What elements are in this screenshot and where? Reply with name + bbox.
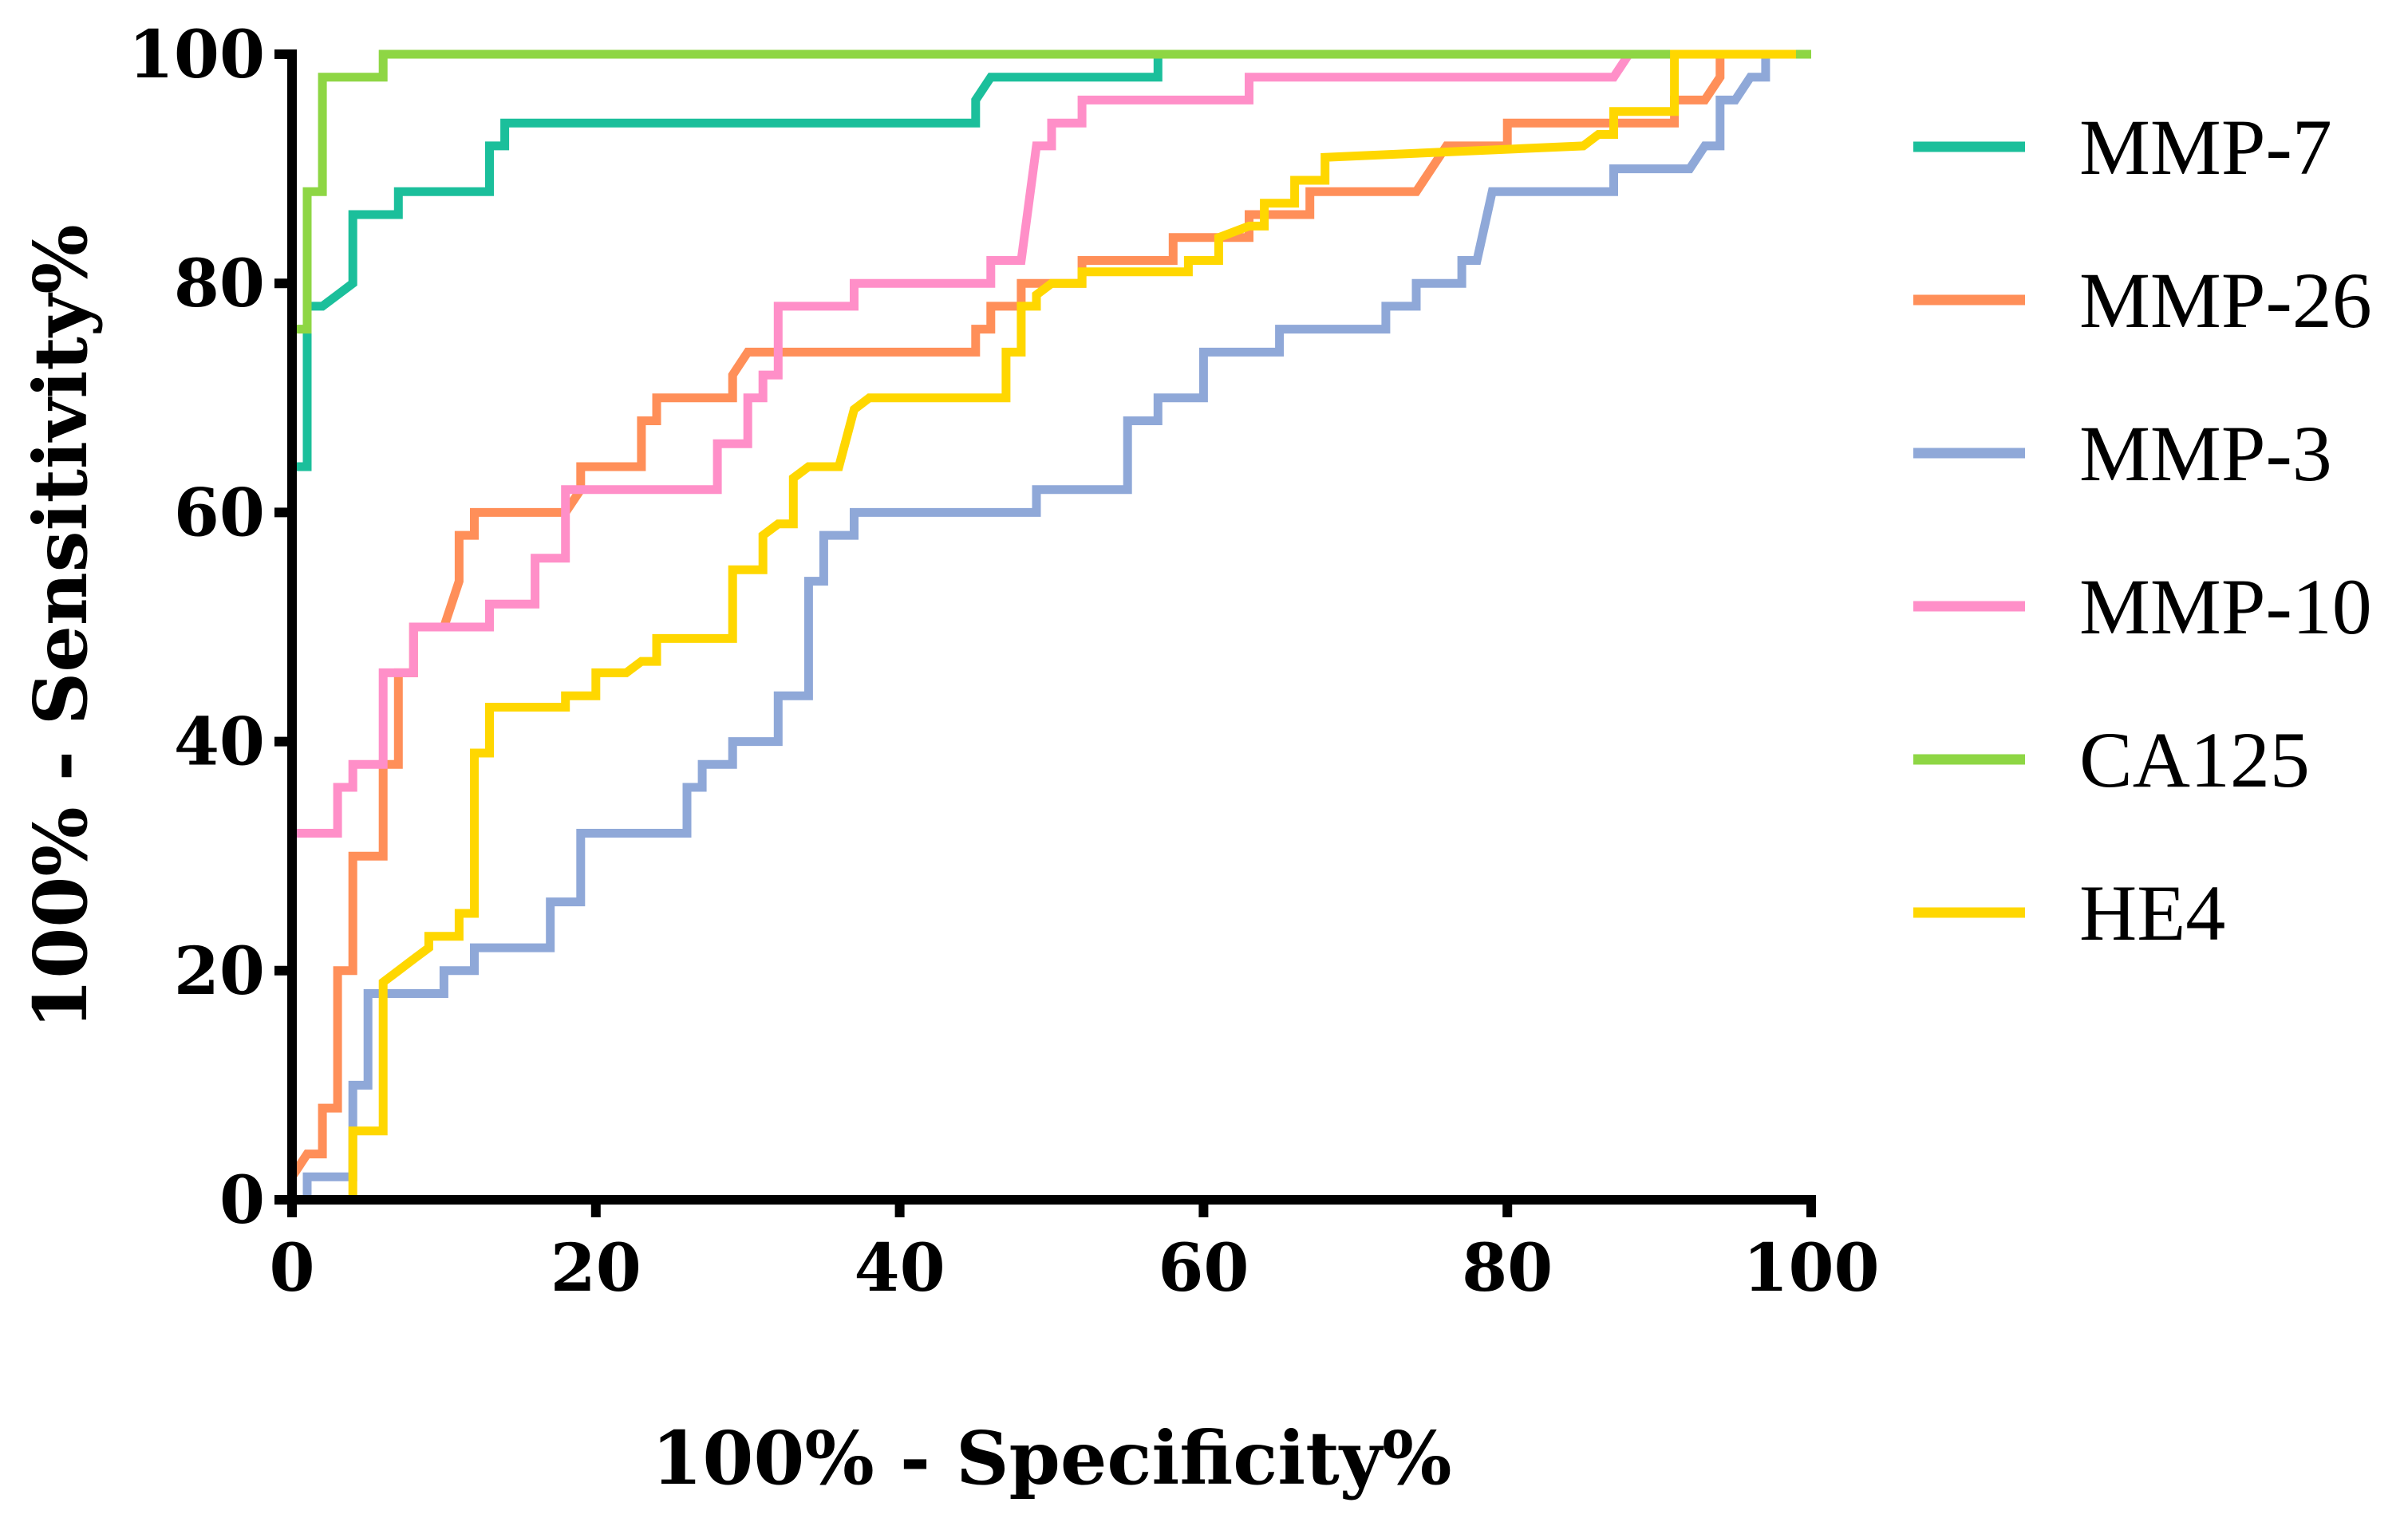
legend-label: CA125 xyxy=(2079,716,2310,804)
legend-item-he4: HE4 xyxy=(1913,869,2225,957)
series-line-mmp-26 xyxy=(288,49,1796,1180)
x-tick-label: 100 xyxy=(1743,1230,1879,1307)
plot-series xyxy=(287,49,1811,1205)
x-tick-label: 0 xyxy=(269,1230,314,1307)
legend-item-mmp-10: MMP-10 xyxy=(1913,562,2372,651)
y-tick-label: 100 xyxy=(128,17,265,93)
series-line-mmp-10 xyxy=(292,49,1811,838)
legend-label: MMP-3 xyxy=(2079,409,2332,498)
y-tick-label: 0 xyxy=(219,1162,265,1239)
legend-item-mmp-26: MMP-26 xyxy=(1913,256,2372,345)
axes xyxy=(287,49,1816,1205)
x-tick-label: 40 xyxy=(855,1230,945,1307)
legend-label: MMP-26 xyxy=(2079,256,2372,345)
x-axis-title: 100% - Specificity% xyxy=(651,1415,1451,1501)
legend-item-mmp-7: MMP-7 xyxy=(1913,103,2332,191)
legend-item-mmp-3: MMP-3 xyxy=(1913,409,2332,498)
x-tick-label: 80 xyxy=(1462,1230,1553,1307)
legend-item-ca125: CA125 xyxy=(1913,716,2310,804)
legend: MMP-7 MMP-26 MMP-3 MMP-10 CA125 HE4 xyxy=(1913,103,2372,957)
series-line-he4 xyxy=(307,49,1796,1205)
series-line-ca125 xyxy=(287,49,1811,1200)
y-tick-label: 60 xyxy=(174,475,265,551)
series-line-mmp-3 xyxy=(292,49,1811,1205)
y-axis-title: 100% - Sensitivity% xyxy=(18,224,104,1030)
legend-label: MMP-7 xyxy=(2079,103,2332,191)
series-line-mmp-7 xyxy=(292,49,1811,471)
x-ticks: 0 20 40 60 80 100 xyxy=(269,1200,1880,1307)
y-tick-label: 80 xyxy=(174,246,265,322)
legend-label: HE4 xyxy=(2079,869,2225,957)
x-tick-label: 20 xyxy=(551,1230,641,1307)
y-tick-label: 20 xyxy=(174,933,265,1010)
y-tick-label: 40 xyxy=(174,704,265,781)
y-ticks: 0 20 40 60 80 100 xyxy=(128,17,292,1239)
legend-label: MMP-10 xyxy=(2079,562,2372,651)
x-tick-label: 60 xyxy=(1158,1230,1249,1307)
